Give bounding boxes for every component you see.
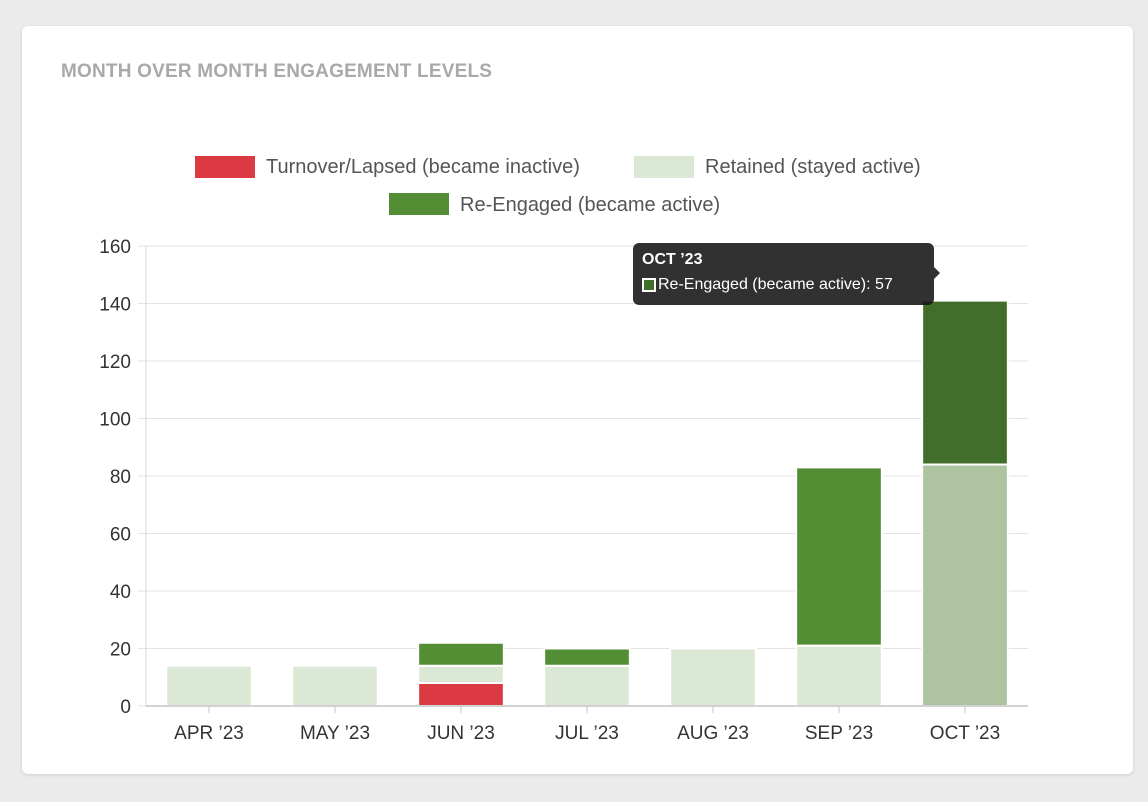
y-tick-label: 20 [110,640,131,661]
bar-re-engaged-became-active-sep-23[interactable] [795,466,883,647]
x-tick-label: AUG ’23 [677,723,749,744]
legend-label-retained-stayed-active[interactable]: Retained (stayed active) [705,156,921,178]
legend-label-re-engaged-became-active[interactable]: Re-Engaged (became active) [460,194,720,216]
bar-retained-stayed-active-may-23[interactable] [291,664,379,707]
x-tick-label: MAY ’23 [300,723,370,744]
y-tick-label: 60 [110,525,131,546]
tooltip-label: Re-Engaged (became active): 57 [658,276,893,293]
legend-swatch-re-engaged-became-active[interactable] [389,193,449,215]
legend-swatch-turnover-lapsed-became-inactive[interactable] [195,156,255,178]
bar-retained-stayed-active-oct-23[interactable] [921,463,1009,707]
bar-re-engaged-became-active-jun-23[interactable] [417,641,505,667]
tooltip: OCT ’23 Re-Engaged (became active): 57 [633,243,940,305]
y-tick-label: 100 [99,410,131,431]
axes: 0 20 40 60 80 100 120 140 160 APR ’23 MAY ’23 JUN ’… [99,237,1028,744]
x-tick-label: APR ’23 [174,723,244,744]
tooltip-row: Re-Engaged (became active): 57 [642,276,925,294]
y-tick-label: 80 [110,467,131,488]
legend[interactable]: Turnover/Lapsed (became inactive) Retaine… [195,156,921,216]
x-tick-label: JUN ’23 [427,723,495,744]
bar-retained-stayed-active-jun-23[interactable] [417,664,505,684]
bar-retained-stayed-active-apr-23[interactable] [165,664,253,707]
x-tick-label: JUL ’23 [555,723,619,744]
y-tick-label: 40 [110,582,131,603]
bar-retained-stayed-active-jul-23[interactable] [543,664,631,707]
y-tick-label: 160 [99,237,131,258]
y-tick-label: 120 [99,352,131,373]
chart-title: MONTH OVER MONTH ENGAGEMENT LEVELS [61,61,493,82]
legend-label-turnover-lapsed-became-inactive[interactable]: Turnover/Lapsed (became inactive) [266,156,580,178]
x-tick-label: OCT ’23 [930,723,1000,744]
y-tick-label: 140 [99,295,131,316]
tooltip-title: OCT ’23 [642,251,703,268]
grid [138,245,1028,707]
bar-retained-stayed-active-sep-23[interactable] [795,644,883,707]
x-tick-label: SEP ’23 [805,723,873,744]
bar-re-engaged-became-active-oct-23[interactable] [921,299,1009,466]
bars[interactable] [165,299,1009,707]
tooltip-swatch [642,278,656,292]
y-tick-label: 0 [120,697,131,718]
bar-turnover-lapsed-became-inactive-jun-23[interactable] [417,682,505,707]
legend-swatch-retained-stayed-active[interactable] [634,156,694,178]
bar-retained-stayed-active-aug-23[interactable] [669,647,757,707]
bar-re-engaged-became-active-jul-23[interactable] [543,647,631,667]
